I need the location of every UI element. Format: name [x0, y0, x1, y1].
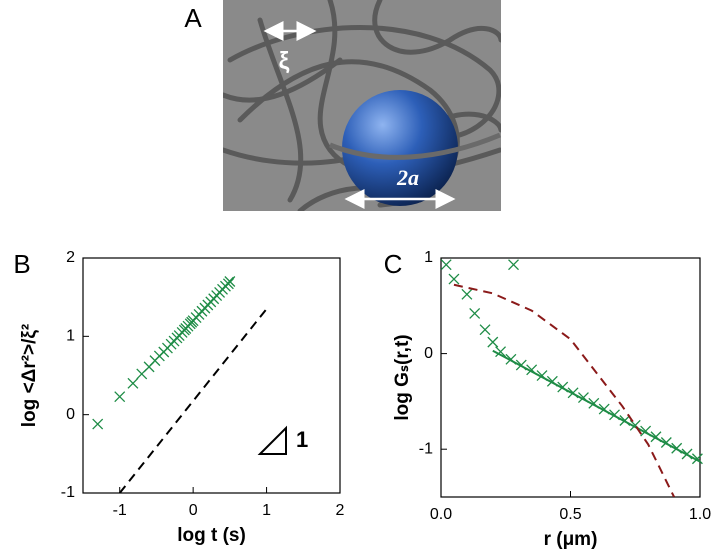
x-tick-label: 0.0 — [430, 506, 452, 523]
x-tick-label: -1 — [113, 502, 127, 519]
y-axis-label: log Gₛ(r,t) — [392, 334, 413, 420]
slope-triangle — [257, 425, 287, 455]
panel-label: A — [184, 3, 202, 33]
x-marker — [448, 273, 460, 285]
x-tick-label: 0 — [189, 502, 198, 519]
y-tick-label: 1 — [424, 249, 433, 266]
plot-frame — [440, 257, 701, 498]
y-tick-label: 2 — [66, 249, 75, 266]
x-tick-label: 1.0 — [689, 506, 711, 523]
x-tick-label: 0.5 — [559, 506, 581, 523]
panel-label: C — [384, 249, 403, 279]
fit-line — [492, 349, 700, 463]
y-axis-label: log <Δr²>/ξ² — [19, 324, 40, 427]
y-tick-label: 0 — [66, 406, 75, 423]
x-marker — [508, 259, 519, 271]
x-marker — [691, 453, 703, 465]
dashed-line — [118, 308, 268, 493]
dashed-line — [453, 283, 675, 497]
x-marker — [487, 336, 499, 348]
plot-area — [440, 259, 703, 497]
y-tick-label: 0 — [424, 345, 433, 362]
x-tick-label: 1 — [262, 502, 271, 519]
slope-label: 1 — [296, 427, 308, 452]
x-tick-label: 2 — [336, 502, 345, 519]
panel-label: B — [13, 249, 30, 279]
y-tick-label: -1 — [61, 484, 75, 501]
y-tick-label: -1 — [419, 440, 433, 457]
x-marker — [92, 418, 104, 430]
x-marker — [440, 259, 452, 271]
x-axis-label: r (μm) — [544, 529, 598, 550]
plot-frame — [82, 257, 341, 494]
x-marker — [479, 324, 491, 336]
xi-label: ξ — [279, 47, 290, 74]
x-marker — [127, 377, 139, 389]
fit-line — [170, 276, 235, 345]
x-marker — [495, 346, 507, 358]
x-marker — [469, 307, 481, 319]
plot-area — [92, 276, 268, 493]
y-tick-label: 1 — [66, 328, 75, 345]
size-label: 2a — [396, 165, 419, 190]
panel-a-image — [223, 0, 501, 211]
x-marker — [461, 288, 473, 300]
x-marker — [114, 391, 126, 403]
x-axis-label: log t (s) — [177, 525, 246, 546]
